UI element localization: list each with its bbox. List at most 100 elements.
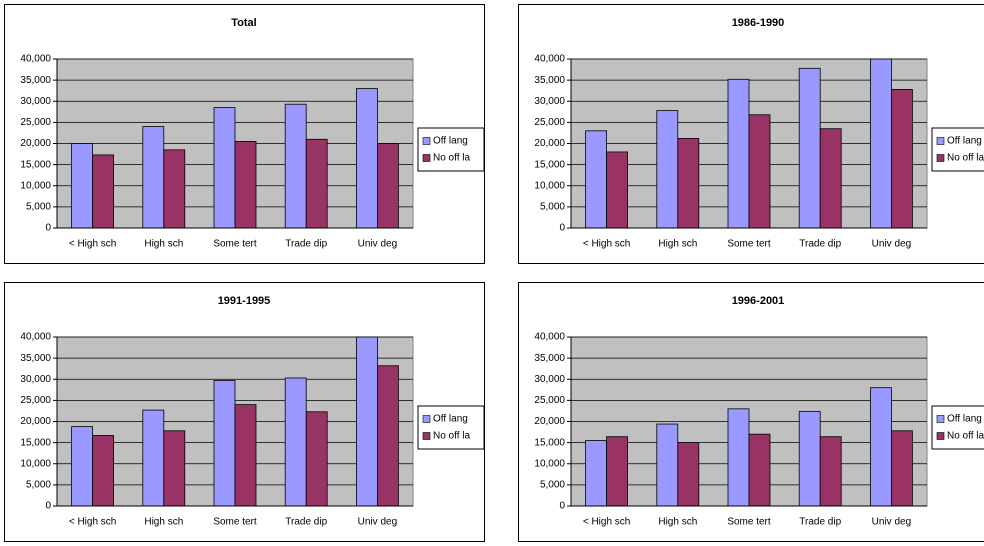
y-tick-label: 30,000 bbox=[20, 96, 51, 107]
y-tick-label: 10,000 bbox=[534, 180, 565, 191]
x-tick-label: High sch bbox=[144, 239, 183, 250]
y-tick-label: 30,000 bbox=[534, 96, 565, 107]
y-tick-label: 5,000 bbox=[540, 480, 565, 491]
bar bbox=[819, 436, 842, 507]
legend-swatch bbox=[936, 415, 945, 423]
y-tick-label: 35,000 bbox=[534, 75, 565, 86]
legend-swatch bbox=[422, 137, 431, 145]
legend-swatch bbox=[422, 415, 431, 423]
y-tick-label: 0 bbox=[559, 223, 565, 234]
y-tick-label: 15,000 bbox=[534, 437, 565, 448]
legend-swatch bbox=[422, 154, 431, 162]
bar bbox=[355, 336, 378, 507]
y-tick-label: 40,000 bbox=[20, 332, 51, 343]
y-tick-label: 20,000 bbox=[20, 416, 51, 427]
x-tick-label: High sch bbox=[144, 517, 183, 528]
y-tick-label: 20,000 bbox=[534, 138, 565, 149]
x-tick-label: Some tert bbox=[213, 517, 257, 528]
legend-swatch bbox=[422, 432, 431, 440]
legend-box bbox=[417, 127, 485, 172]
x-tick-label: Trade dip bbox=[799, 517, 841, 528]
bar bbox=[234, 140, 257, 229]
y-tick-label: 25,000 bbox=[20, 117, 51, 128]
y-tick-label: 40,000 bbox=[534, 54, 565, 65]
y-tick-label: 0 bbox=[559, 501, 565, 512]
y-tick-label: 10,000 bbox=[534, 458, 565, 469]
y-tick-label: 0 bbox=[45, 223, 51, 234]
legend-box bbox=[931, 127, 984, 172]
x-tick-label: Trade dip bbox=[799, 239, 841, 250]
bar bbox=[305, 138, 328, 229]
y-tick-label: 25,000 bbox=[534, 117, 565, 128]
bar bbox=[355, 88, 378, 229]
legend-box bbox=[417, 405, 485, 450]
bar bbox=[869, 58, 892, 229]
chart-title: 1996-2001 bbox=[732, 295, 785, 307]
bar bbox=[305, 411, 328, 507]
x-tick-label: Some tert bbox=[727, 517, 771, 528]
bar bbox=[284, 377, 307, 507]
legend-label: No off la bbox=[947, 153, 984, 164]
x-tick-label: < High sch bbox=[69, 517, 117, 528]
bar bbox=[213, 380, 236, 507]
bar bbox=[284, 103, 307, 229]
chart: 1986-1990 0 5,000 10,000 15,000 20,000 25,000 3… bbox=[518, 4, 984, 264]
bar bbox=[656, 110, 679, 229]
y-tick-label: 30,000 bbox=[20, 374, 51, 385]
y-tick-label: 15,000 bbox=[534, 159, 565, 170]
y-tick-label: 10,000 bbox=[20, 458, 51, 469]
bar bbox=[71, 143, 93, 229]
y-tick-label: 5,000 bbox=[540, 202, 565, 213]
bar bbox=[142, 409, 165, 507]
bar bbox=[727, 408, 750, 507]
bar bbox=[142, 126, 165, 229]
chart: Total 0 5,000 10,000 15,000 20,000 25,000 30,00… bbox=[4, 4, 485, 264]
chart-title: 1991-1995 bbox=[218, 295, 271, 307]
y-tick-label: 30,000 bbox=[534, 374, 565, 385]
chart-title: 1986-1990 bbox=[732, 17, 785, 29]
y-tick-label: 15,000 bbox=[20, 437, 51, 448]
y-tick-label: 0 bbox=[45, 501, 51, 512]
bar bbox=[606, 436, 628, 507]
legend-label: Off lang bbox=[947, 136, 982, 147]
y-tick-label: 35,000 bbox=[534, 353, 565, 364]
legend-swatch bbox=[936, 154, 945, 162]
x-tick-label: High sch bbox=[658, 517, 697, 528]
bar bbox=[71, 426, 93, 507]
bar bbox=[376, 143, 399, 229]
y-tick-label: 20,000 bbox=[20, 138, 51, 149]
x-tick-label: Univ deg bbox=[872, 239, 911, 250]
bar bbox=[163, 149, 186, 229]
legend-label: Off lang bbox=[947, 414, 982, 425]
bar bbox=[92, 154, 114, 229]
y-tick-label: 40,000 bbox=[20, 54, 51, 65]
x-tick-label: Some tert bbox=[727, 239, 771, 250]
bar bbox=[163, 430, 186, 507]
bar bbox=[819, 128, 842, 229]
bar bbox=[748, 114, 771, 229]
x-tick-label: Some tert bbox=[213, 239, 257, 250]
bar bbox=[376, 365, 399, 507]
bar bbox=[585, 130, 607, 229]
y-tick-label: 35,000 bbox=[20, 353, 51, 364]
y-tick-label: 5,000 bbox=[26, 202, 51, 213]
x-tick-label: Univ deg bbox=[358, 239, 397, 250]
bar bbox=[92, 435, 114, 507]
x-tick-label: Univ deg bbox=[872, 517, 911, 528]
bar bbox=[677, 442, 700, 507]
bar bbox=[606, 151, 628, 229]
legend-label: No off la bbox=[433, 431, 470, 442]
y-tick-label: 35,000 bbox=[20, 75, 51, 86]
bar bbox=[585, 440, 607, 507]
y-tick-label: 10,000 bbox=[20, 180, 51, 191]
x-tick-label: < High sch bbox=[583, 239, 631, 250]
bar bbox=[656, 423, 679, 507]
y-tick-label: 25,000 bbox=[20, 395, 51, 406]
bar bbox=[869, 387, 892, 507]
legend-box bbox=[931, 405, 984, 450]
legend-swatch bbox=[936, 137, 945, 145]
bar bbox=[234, 404, 257, 507]
bar bbox=[798, 410, 821, 507]
legend-swatch bbox=[936, 432, 945, 440]
